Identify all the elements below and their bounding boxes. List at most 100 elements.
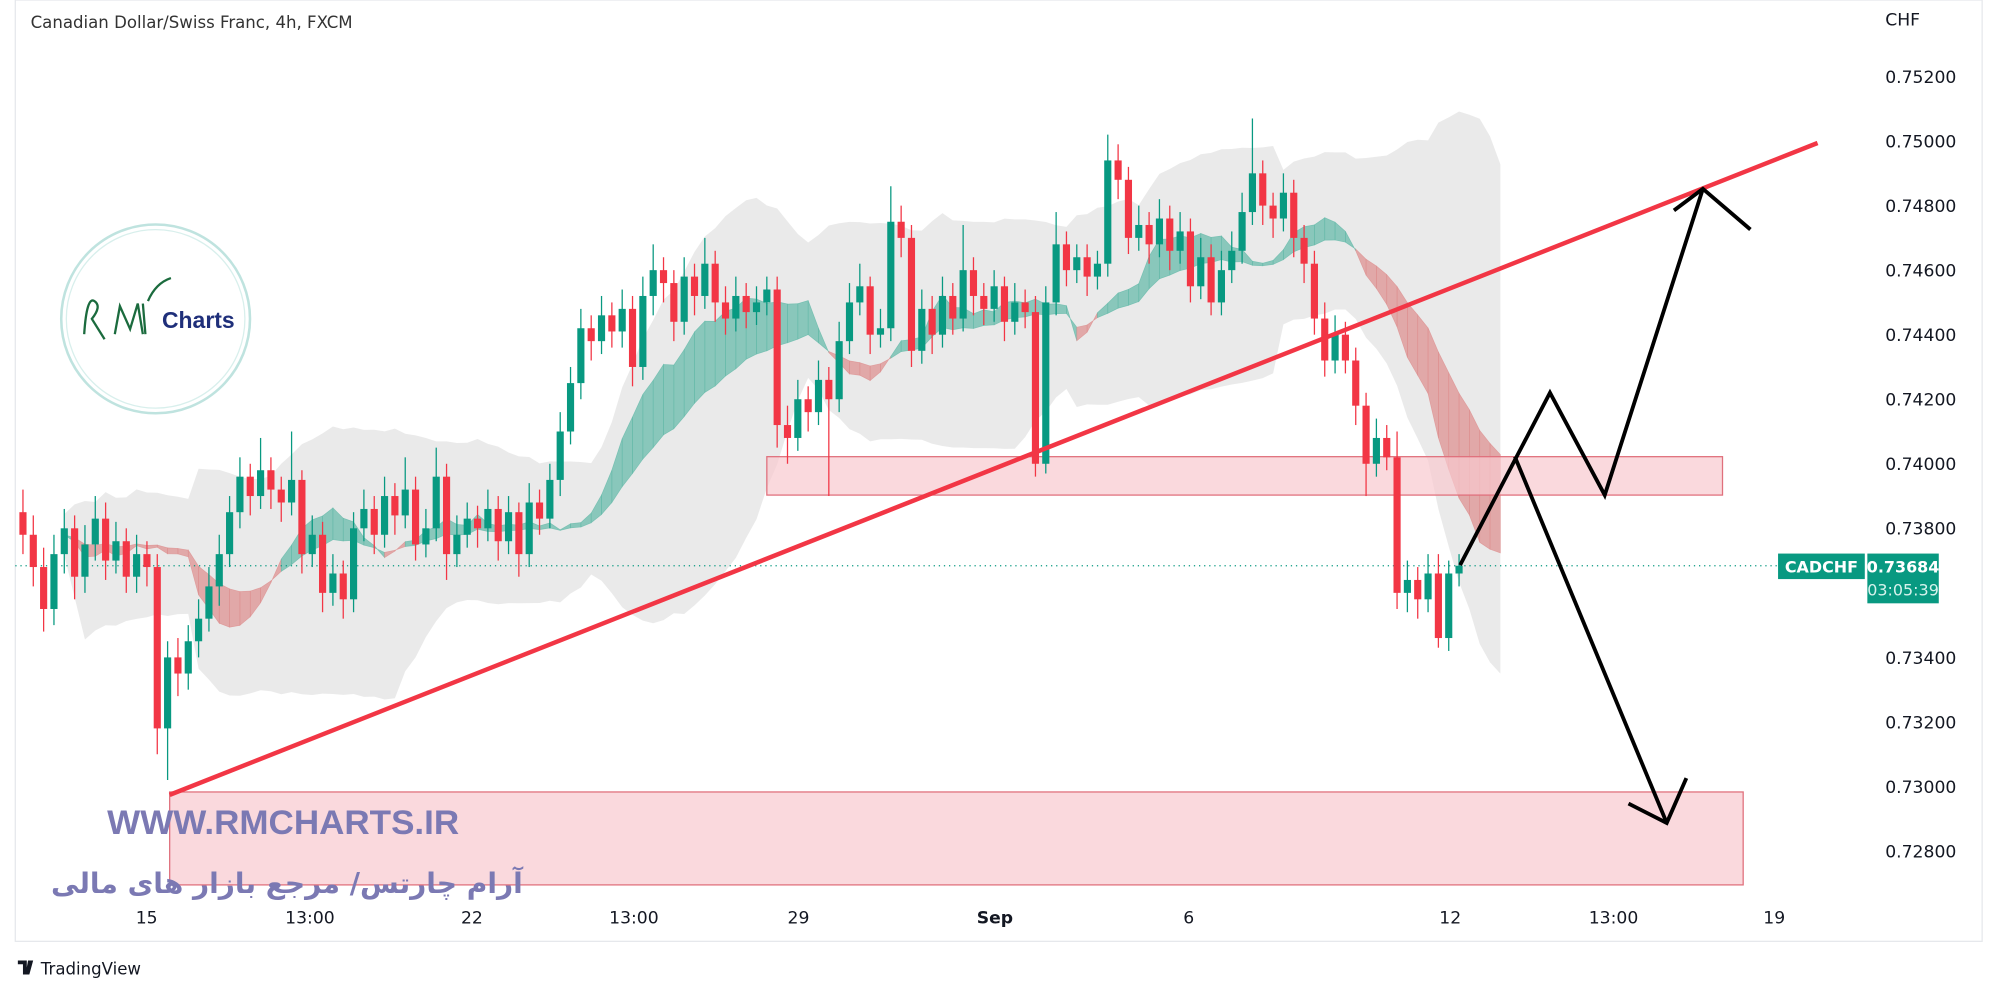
time-tick-label: 13:00	[609, 908, 659, 928]
candle-body	[360, 508, 368, 529]
candle-body	[1393, 457, 1401, 593]
candle-body	[525, 502, 533, 555]
candle-body	[319, 534, 327, 593]
candle-body	[184, 641, 192, 674]
candle-body	[91, 518, 99, 545]
tradingview-logo[interactable]: TradingView	[17, 959, 141, 978]
candle-body	[1455, 565, 1463, 574]
candle-body	[680, 276, 688, 322]
candle-body	[19, 512, 27, 535]
ribbon-segment	[1117, 288, 1129, 309]
candle-body	[463, 518, 471, 535]
candle-body	[928, 308, 936, 335]
bar-countdown: 03:05:39	[1867, 581, 1939, 600]
candle-body	[1073, 257, 1081, 271]
price-tick-label: 0.73400	[1885, 649, 1956, 669]
candle-body	[1424, 573, 1432, 600]
candle-body	[670, 283, 678, 322]
indicator-bands	[64, 111, 1501, 700]
candle-body	[422, 528, 430, 545]
candle-body	[1445, 573, 1453, 639]
candle-body	[257, 470, 265, 497]
candle-body	[1290, 192, 1298, 238]
ribbon-segment	[714, 310, 726, 387]
ribbon-segment	[229, 588, 241, 628]
ribbon-segment	[983, 309, 995, 326]
candle-body	[298, 479, 306, 555]
candle-body	[721, 302, 730, 319]
candle-body	[556, 431, 564, 480]
price-tick-label: 0.74800	[1885, 197, 1956, 217]
time-tick-label: 15	[136, 908, 158, 928]
candle-body	[1062, 244, 1071, 271]
candle-body	[773, 289, 781, 426]
price-axis-unit: CHF	[1885, 11, 1920, 31]
candle-body	[1083, 257, 1091, 277]
time-axis[interactable]: 15 13:00 22 13:00 29 Sep 6 12 13:00 19	[136, 908, 1785, 928]
candle-body	[174, 657, 182, 674]
candle-body	[938, 295, 947, 335]
candle-body	[1186, 231, 1195, 287]
candle-body	[732, 295, 740, 319]
tradingview-icon	[17, 960, 34, 975]
candle-body	[453, 534, 461, 555]
support-zones	[169, 456, 1744, 886]
price-tick-label: 0.72800	[1885, 842, 1956, 862]
candle-body	[133, 554, 141, 577]
time-tick-label: 29	[788, 908, 810, 928]
candle-body	[876, 328, 885, 335]
candle-body	[597, 315, 606, 342]
candle-body	[566, 383, 575, 432]
time-tick-label: 12	[1439, 908, 1461, 928]
candle-body	[742, 295, 750, 313]
candle-body	[783, 425, 792, 438]
candle-body	[1279, 192, 1287, 219]
candle-body	[1042, 302, 1050, 464]
last-price-label: 0.73684	[1867, 558, 1940, 577]
time-tick-label: 22	[461, 908, 483, 928]
candle-body	[1021, 302, 1029, 313]
candle-body	[845, 302, 854, 342]
candle-body	[1248, 173, 1256, 213]
ribbon-segment	[1055, 303, 1067, 315]
candle-body	[29, 534, 37, 568]
candle-body	[1145, 224, 1153, 245]
candle-body	[50, 554, 58, 609]
candle-body	[1166, 218, 1174, 251]
tradingview-label: TradingView	[40, 959, 141, 978]
candle-body	[81, 544, 89, 577]
candle-body	[122, 541, 130, 577]
candle-body	[1093, 263, 1102, 277]
candle-body	[143, 554, 151, 568]
ribbon-segment	[1458, 392, 1470, 517]
price-axis[interactable]: 0.75200 0.75000 0.74800 0.74600 0.74400 0.742…	[1885, 68, 1956, 862]
price-tick-label: 0.73000	[1885, 778, 1956, 798]
time-tick-label: 19	[1763, 908, 1785, 928]
candle-body	[1362, 405, 1370, 464]
candle-body	[701, 263, 709, 296]
candle-body	[329, 573, 337, 593]
candle-body	[711, 263, 719, 303]
candle-body	[535, 502, 544, 519]
candle-body	[980, 295, 988, 309]
candle-body	[1434, 573, 1442, 639]
candle-body	[969, 270, 978, 296]
candle-body	[288, 479, 296, 503]
candle-body	[577, 328, 585, 384]
candle-body	[1228, 250, 1236, 271]
time-tick-label: 13:00	[1589, 908, 1639, 928]
candle-body	[628, 308, 637, 367]
ribbon-segment	[167, 547, 179, 555]
candle-body	[814, 379, 823, 413]
candle-body	[153, 567, 161, 729]
candle-body	[1217, 270, 1225, 303]
watermark-persian: آرام چارتس/ مرجع بازار های مالی	[51, 866, 524, 900]
ribbon-segment	[642, 379, 654, 460]
ribbon-segment	[704, 320, 716, 393]
symbol-price-tag: CADCHF 0.73684 03:05:39	[1778, 553, 1940, 604]
ribbon-segment	[694, 320, 706, 405]
support-zone	[766, 456, 1724, 496]
price-tick-label: 0.75000	[1885, 132, 1956, 152]
arrowhead-up-icon	[1672, 186, 1752, 231]
